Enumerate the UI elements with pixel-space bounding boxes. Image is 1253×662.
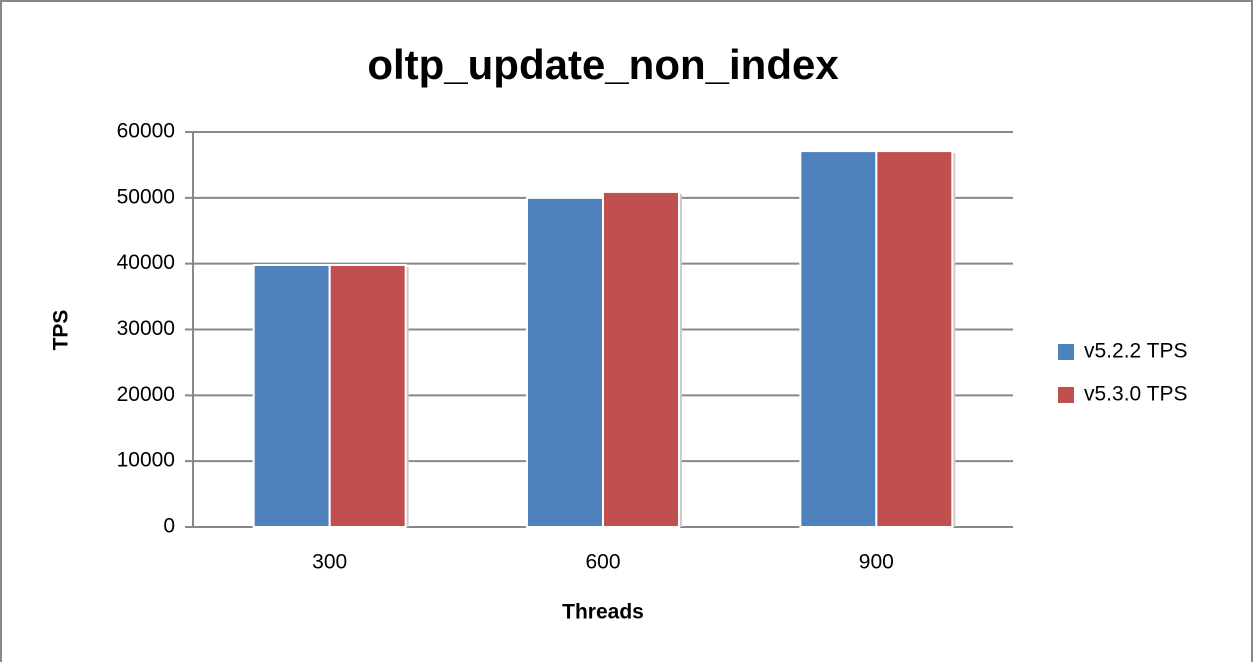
legend-label: v5.3.0 TPS [1084,383,1188,406]
y-tick-label: 30000 [117,317,175,340]
y-tick-label: 60000 [117,120,175,143]
legend-swatch [1058,387,1074,403]
bar [252,263,331,528]
x-axis-label: Threads [562,601,644,624]
legend-label: v5.2.2 TPS [1084,340,1188,363]
y-tick-label: 20000 [117,383,175,406]
bar [328,263,407,528]
y-tick-label: 50000 [117,185,175,208]
x-tick-label: 300 [312,551,347,574]
y-tick-label: 40000 [117,251,175,274]
y-tick-label: 10000 [117,449,175,472]
bar [875,150,954,528]
chart-title: oltp_update_non_index [367,41,839,88]
bar [526,196,604,528]
y-axis-label: TPS [50,310,73,351]
x-tick-label: 600 [585,551,620,574]
bar [602,190,680,529]
legend-swatch [1058,344,1074,360]
x-tick-label: 900 [859,551,894,574]
bar [799,150,878,528]
y-tick-label: 0 [163,515,175,538]
